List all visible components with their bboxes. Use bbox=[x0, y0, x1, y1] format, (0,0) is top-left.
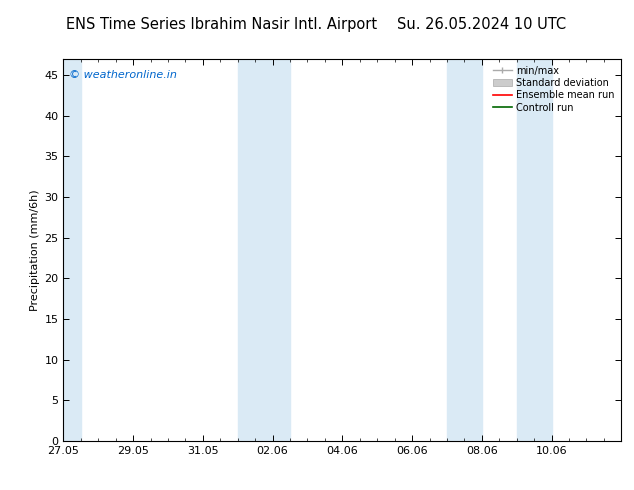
Bar bbox=[517, 59, 552, 441]
Bar bbox=[63, 59, 81, 441]
Bar bbox=[447, 59, 482, 441]
Title: ENS Time Series Ibrahim Nasir Intl. Airport      Su. 26.05.2024 10 UTC: ENS Time Series Ibrahim Nasir Intl. Airp… bbox=[0, 489, 1, 490]
Bar bbox=[238, 59, 290, 441]
Text: Su. 26.05.2024 10 UTC: Su. 26.05.2024 10 UTC bbox=[398, 17, 566, 32]
Y-axis label: Precipitation (mm/6h): Precipitation (mm/6h) bbox=[30, 189, 40, 311]
Legend: min/max, Standard deviation, Ensemble mean run, Controll run: min/max, Standard deviation, Ensemble me… bbox=[491, 64, 616, 115]
Text: © weatheronline.in: © weatheronline.in bbox=[69, 70, 177, 80]
Text: ENS Time Series Ibrahim Nasir Intl. Airport: ENS Time Series Ibrahim Nasir Intl. Airp… bbox=[67, 17, 377, 32]
